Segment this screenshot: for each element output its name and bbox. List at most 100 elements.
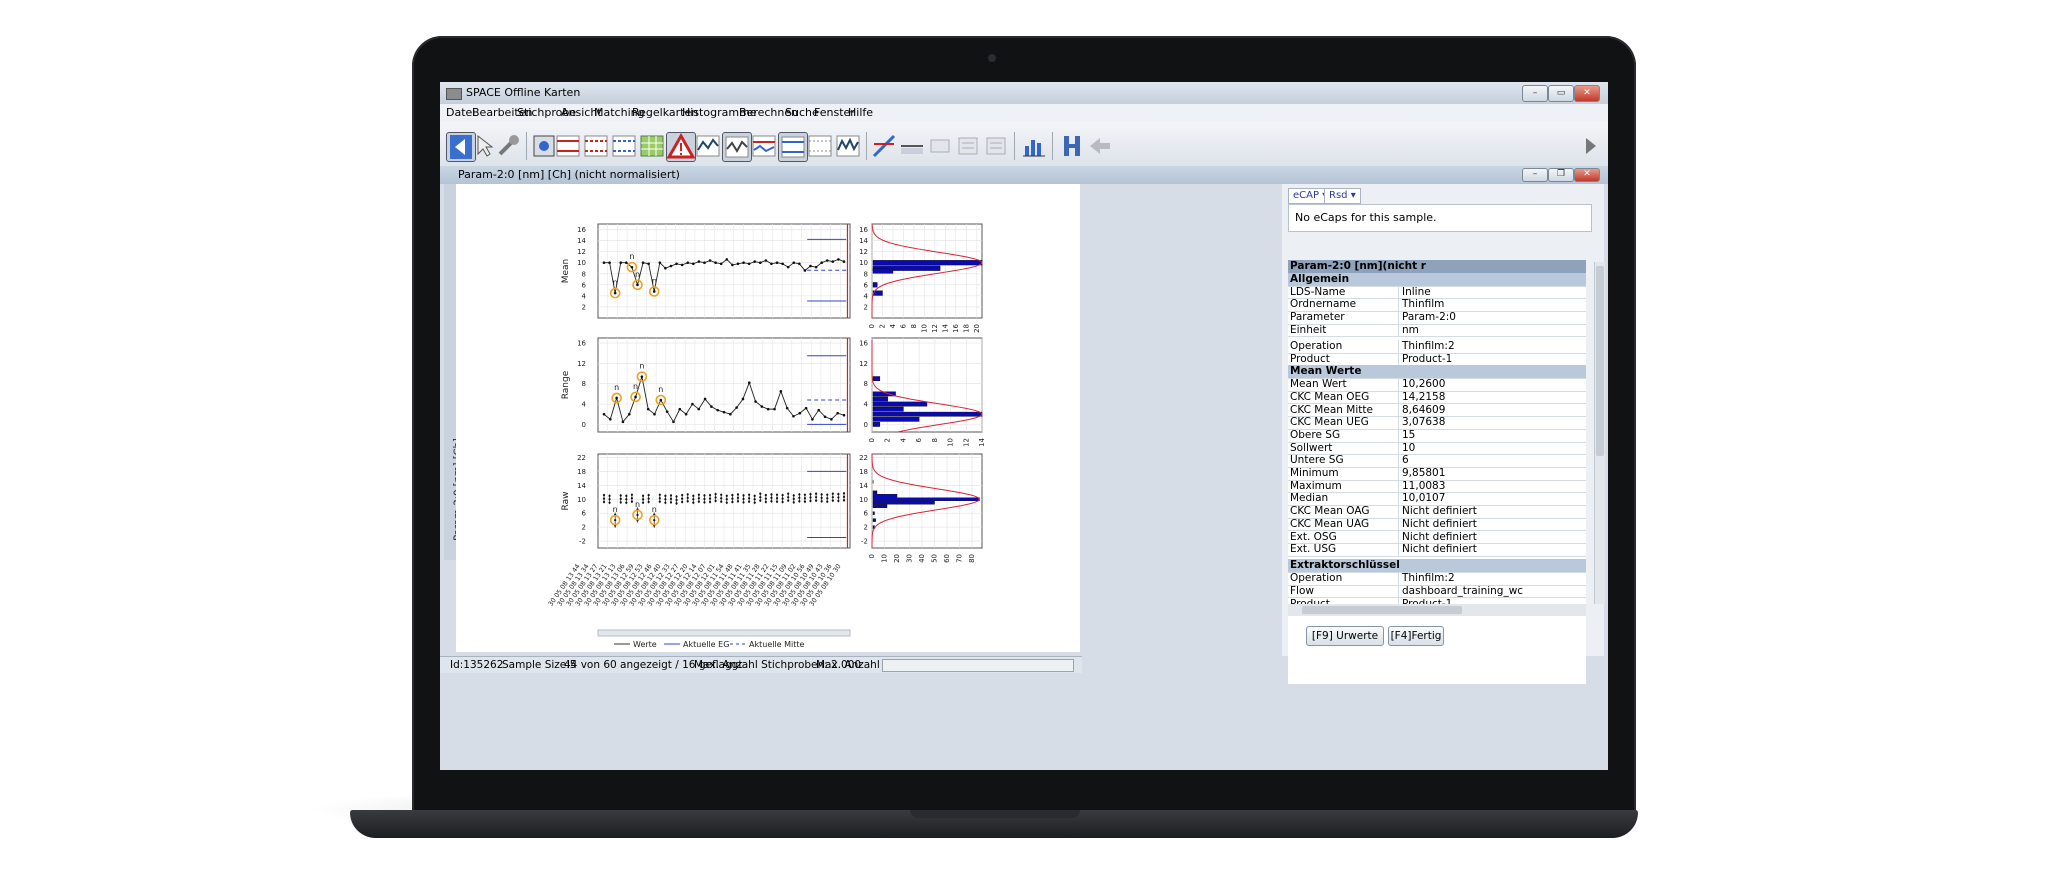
- sub-restore-button[interactable]: ❐: [1548, 168, 1574, 182]
- rule-chart-icon[interactable]: [610, 132, 638, 160]
- hist-tick-label: 8: [931, 438, 939, 442]
- menu-stichprobe[interactable]: Stichprobe: [517, 106, 577, 119]
- raw-data-point: [664, 494, 667, 497]
- chart-line-icon[interactable]: [750, 132, 778, 160]
- table-row[interactable]: Product Product-1: [1288, 352, 1586, 367]
- table-row[interactable]: Obere SG 15: [1288, 428, 1586, 443]
- range-data-point: [735, 406, 738, 409]
- raw-data-point: [842, 495, 846, 498]
- table-row[interactable]: Operation Thinfilm:2: [1288, 340, 1586, 354]
- minimize-button[interactable]: –: [1522, 85, 1548, 102]
- table-row[interactable]: Ext. OSG Nicht definiert: [1288, 530, 1586, 545]
- row-key: LDS-Name: [1290, 285, 1346, 298]
- table-row[interactable]: Flow dashboard_training_wc: [1288, 584, 1586, 599]
- table-horizontal-scrollbar[interactable]: [1288, 604, 1586, 616]
- scrollbar-thumb[interactable]: [1302, 606, 1462, 614]
- chart-line-icon[interactable]: [694, 132, 722, 160]
- urwerte-button[interactable]: [F9] Urwerte: [1306, 626, 1384, 646]
- pointer-icon[interactable]: [470, 132, 498, 160]
- chart-zigzag-icon[interactable]: [834, 132, 862, 160]
- table-row[interactable]: Ordnername Thinfilm: [1288, 298, 1586, 313]
- tab-rsd[interactable]: Rsd ▾: [1324, 188, 1361, 204]
- rule-chart-icon[interactable]: [582, 132, 610, 160]
- mean-data-point: [747, 262, 751, 266]
- chart-zigzag-icon[interactable]: [806, 132, 834, 160]
- mean-flag-label: n: [613, 278, 618, 287]
- legend-eg-label: Aktuelle EG: [683, 640, 729, 649]
- menu-hilfe[interactable]: Hilfe: [848, 106, 874, 119]
- nav-left-icon[interactable]: [446, 132, 476, 162]
- hist-normal-curve: [871, 223, 983, 319]
- range-data-point: [729, 412, 732, 416]
- range-data-point: [830, 417, 833, 421]
- row-divider: [1398, 285, 1399, 299]
- menu-regelkarten[interactable]: Regelkarten: [632, 106, 699, 119]
- menu-fenster[interactable]: Fenster: [814, 106, 855, 119]
- hist-tick-label: 30: [906, 554, 914, 563]
- maximize-button[interactable]: ▭: [1548, 85, 1574, 102]
- row-value: 10,2600: [1402, 378, 1446, 391]
- raw-tick-label: 18: [577, 468, 586, 476]
- mean-data-point: [781, 262, 784, 266]
- chart-horizontal-scrollbar[interactable]: [597, 629, 851, 637]
- line-chart-icon[interactable]: [898, 132, 926, 160]
- table-row[interactable]: CKC Mean OAG Nicht definiert: [1288, 505, 1586, 519]
- table-row[interactable]: Parameter Param-2:0: [1288, 311, 1586, 325]
- table-row[interactable]: CKC Mean Mitte 8,64609: [1288, 403, 1586, 418]
- table-row[interactable]: CKC Mean UAG Nicht definiert: [1288, 517, 1586, 532]
- menu-ansicht[interactable]: Ansicht: [561, 106, 602, 119]
- scrollbar-thumb[interactable]: [1596, 266, 1604, 456]
- menu-histogramme[interactable]: Histogramme: [682, 106, 757, 119]
- row-key: Maximum: [1290, 479, 1342, 492]
- close-button[interactable]: ✕: [1574, 85, 1600, 102]
- sub-minimize-button[interactable]: –: [1522, 168, 1548, 182]
- range-data-point: [823, 415, 827, 419]
- table-row[interactable]: Einheit nm: [1288, 323, 1586, 338]
- raw-data-point: [720, 497, 723, 500]
- sample-icon[interactable]: [530, 132, 558, 160]
- mean-tick-label: 10: [577, 259, 586, 267]
- table-row[interactable]: Ext. USG Nicht definiert: [1288, 543, 1586, 557]
- pen-icon[interactable]: [870, 132, 898, 160]
- table-row[interactable]: Untere SG 6: [1288, 454, 1586, 468]
- nav-right-icon[interactable]: [1576, 132, 1604, 160]
- rule-chart-icon[interactable]: [554, 132, 582, 160]
- table-row[interactable]: Median 10,0107: [1288, 492, 1586, 507]
- ecap-box: No eCaps for this sample.: [1288, 204, 1592, 232]
- mean-data-point: [809, 264, 812, 268]
- table-grid-icon[interactable]: [638, 132, 666, 160]
- mean-data-point: [714, 261, 717, 265]
- bar-chart-icon[interactable]: [1020, 132, 1048, 160]
- raw-data-point: [714, 493, 717, 496]
- chart-flags-icon[interactable]: [722, 132, 752, 162]
- chart-hist-icon[interactable]: [778, 132, 808, 162]
- menu-datei[interactable]: Datei: [446, 106, 476, 119]
- table-row[interactable]: Operation Thinfilm:2: [1288, 572, 1586, 586]
- h-icon[interactable]: [1058, 132, 1086, 160]
- menu-bearbeiten[interactable]: Bearbeiten: [472, 106, 533, 119]
- table-row[interactable]: Sollwert 10: [1288, 441, 1586, 456]
- wrench-icon[interactable]: [494, 132, 522, 160]
- hist-normal-curve: [871, 339, 983, 433]
- menu-suche[interactable]: Suche: [785, 106, 819, 119]
- row-divider: [1398, 467, 1399, 480]
- warning-icon[interactable]: [666, 132, 696, 162]
- raw-data-point: [787, 492, 790, 495]
- hist-tick-label: 12: [931, 324, 939, 333]
- table-row[interactable]: LDS-Name Inline: [1288, 285, 1586, 300]
- table-row[interactable]: Minimum 9,85801: [1288, 467, 1586, 481]
- menu-berechnen[interactable]: Berechnen: [739, 106, 799, 119]
- range-data-point: [697, 407, 701, 411]
- menu-matching[interactable]: Matching: [594, 106, 645, 119]
- fertig-button[interactable]: [F4]Fertig: [1388, 626, 1444, 646]
- table-row[interactable]: Mean Wert 10,2600: [1288, 378, 1586, 392]
- sub-close-button[interactable]: ✕: [1574, 168, 1600, 182]
- raw-data-point: [809, 499, 812, 503]
- table-row[interactable]: CKC Mean UEG 3,07638: [1288, 416, 1586, 430]
- table-row[interactable]: CKC Mean OEG 14,2158: [1288, 390, 1586, 405]
- raw-data-point: [742, 494, 745, 497]
- table-row[interactable]: Maximum 11,0083: [1288, 479, 1586, 494]
- range-data-point: [609, 417, 612, 421]
- table-vertical-scrollbar[interactable]: [1594, 262, 1605, 604]
- raw-data-point: [803, 500, 807, 503]
